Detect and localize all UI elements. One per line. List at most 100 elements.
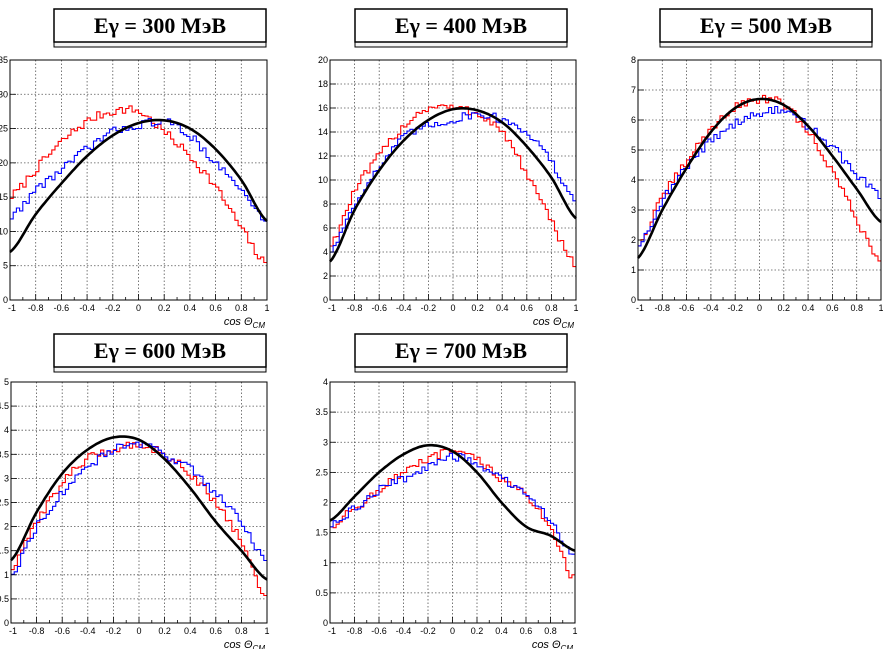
x-tick-label: 0.6 bbox=[521, 303, 534, 313]
y-tick-label: 1 bbox=[631, 265, 636, 275]
y-tick-label: 3.5 bbox=[315, 407, 328, 417]
x-tick-label: 0.2 bbox=[471, 303, 484, 313]
y-tick-label: 3 bbox=[323, 437, 328, 447]
y-tick-label: 4 bbox=[323, 247, 328, 257]
x-tick-label: -0.4 bbox=[396, 626, 412, 636]
x-tick-label: -0.2 bbox=[421, 303, 437, 313]
y-tick-label: 7 bbox=[631, 85, 636, 95]
title-text: Eγ = 700 МэВ bbox=[395, 338, 528, 363]
x-tick-label: 0.2 bbox=[158, 303, 171, 313]
x-tick-label: -0.6 bbox=[371, 303, 387, 313]
y-tick-label: 3 bbox=[4, 473, 9, 483]
fit-curve-series bbox=[10, 435, 268, 581]
panel-5: -1 -0.8 -0.6 -0.4 -0.2 0 0.2 0.4 0.6 0.8 1 0 0.5 1 1.5… bbox=[315, 333, 578, 649]
x-tick-label: 0.6 bbox=[210, 626, 223, 636]
title-text: Eγ = 500 МэВ bbox=[700, 13, 833, 38]
grid bbox=[330, 382, 575, 623]
y-tick-label: 4.5 bbox=[0, 401, 9, 411]
red-histogram-series bbox=[10, 105, 267, 264]
x-tick-label: 0.6 bbox=[520, 626, 533, 636]
y-tick-label: 6 bbox=[323, 223, 328, 233]
y-tick-label: 5 bbox=[3, 261, 8, 271]
y-tick-label: 0.5 bbox=[315, 588, 328, 598]
x-tick-label: 0.4 bbox=[184, 626, 197, 636]
panel-title: Eγ = 500 МэВ bbox=[659, 8, 873, 48]
x-tick-label: -0.8 bbox=[28, 303, 44, 313]
y-tick-label: 20 bbox=[318, 55, 328, 65]
x-tick-label: -1 bbox=[9, 626, 17, 636]
x-tick-label: -0.2 bbox=[105, 303, 121, 313]
y-tick-label: 8 bbox=[323, 199, 328, 209]
title-box bbox=[354, 8, 568, 43]
x-axis-label: cos ΘCM bbox=[224, 316, 266, 330]
y-tick-label: 2 bbox=[4, 522, 9, 532]
y-tick-label: 20 bbox=[0, 158, 8, 168]
x-tick-label: 1 bbox=[264, 626, 269, 636]
x-tick-label: -1 bbox=[328, 626, 336, 636]
x-tick-label: 0.2 bbox=[471, 626, 484, 636]
fit-curve-series bbox=[637, 97, 882, 259]
y-tick-label: 35 bbox=[0, 55, 8, 65]
title-text: Eγ = 600 МэВ bbox=[94, 338, 227, 363]
panel-title: Eγ = 600 МэВ bbox=[53, 333, 267, 373]
title-box bbox=[53, 8, 267, 43]
x-tick-label: 0.8 bbox=[545, 303, 558, 313]
x-tick-label: 0.4 bbox=[802, 303, 815, 313]
x-tick-label: -0.2 bbox=[106, 626, 122, 636]
x-tick-label: -0.4 bbox=[703, 303, 719, 313]
title-box bbox=[354, 333, 568, 368]
panel-title: Eγ = 400 МэВ bbox=[354, 8, 568, 48]
blue-histogram-series bbox=[638, 105, 881, 247]
grid bbox=[10, 60, 267, 300]
x-tick-label: -0.6 bbox=[54, 303, 70, 313]
y-tick-label: 5 bbox=[631, 145, 636, 155]
x-tick-label: -0.4 bbox=[79, 303, 95, 313]
panel-2: -1 -0.8 -0.6 -0.4 -0.2 0 0.2 0.4 0.6 0.8 102468101… bbox=[318, 8, 579, 330]
x-tick-label: -1 bbox=[8, 303, 16, 313]
y-tick-label: 18 bbox=[318, 79, 328, 89]
y-tick-label: 0 bbox=[631, 295, 636, 305]
x-tick-label: 0.4 bbox=[495, 626, 508, 636]
fit-curve-series bbox=[329, 107, 577, 263]
blue-histogram-series bbox=[330, 452, 575, 555]
x-tick-label: -0.4 bbox=[396, 303, 412, 313]
y-tick-label: 14 bbox=[318, 127, 328, 137]
panel-title: Eγ = 700 МэВ bbox=[354, 333, 568, 373]
x-tick-label: 0 bbox=[450, 303, 455, 313]
title-text: Eγ = 300 МэВ bbox=[94, 13, 227, 38]
x-tick-label: 0.4 bbox=[496, 303, 509, 313]
x-tick-label: -0.8 bbox=[347, 303, 363, 313]
title-box bbox=[53, 333, 267, 368]
y-tick-label: 0 bbox=[323, 618, 328, 628]
x-tick-label: 0.8 bbox=[850, 303, 863, 313]
y-tick-label: 16 bbox=[318, 103, 328, 113]
y-tick-label: 1 bbox=[4, 570, 9, 580]
blue-histogram-series bbox=[10, 117, 267, 222]
title-box bbox=[659, 8, 873, 43]
panel-4: -1 -0.8 -0.6 -0.4 -0.2 0 0.2 0.4 0.6 0.8 1 0 0.5 1 1.5… bbox=[0, 333, 270, 649]
x-tick-label: 0.8 bbox=[235, 626, 248, 636]
x-tick-label: 0.8 bbox=[235, 303, 248, 313]
y-tick-label: 10 bbox=[0, 226, 8, 236]
y-tick-label: 0.5 bbox=[0, 594, 9, 604]
y-tick-label: 4 bbox=[631, 175, 636, 185]
x-tick-label: 1 bbox=[573, 303, 578, 313]
y-tick-label: 12 bbox=[318, 151, 328, 161]
grid bbox=[11, 382, 267, 623]
y-tick-label: 4 bbox=[4, 425, 9, 435]
x-tick-label: -1 bbox=[636, 303, 644, 313]
y-tick-label: 4 bbox=[323, 377, 328, 387]
panel-1: -1 -0.8 -0.6 -0.4 -0.2 0 0.2 0.4 0.6 0.8 105101520… bbox=[0, 8, 270, 330]
y-tick-label: 10 bbox=[318, 175, 328, 185]
y-tick-label: 3.5 bbox=[0, 449, 9, 459]
x-tick-label: 0.4 bbox=[184, 303, 197, 313]
panel-3: -1 -0.8 -0.6 -0.4 -0.2 0 0.2 0.4 0.6 0.8 1 0 1 2 3 4 5 6 7… bbox=[631, 8, 883, 313]
x-tick-label: -0.2 bbox=[420, 626, 436, 636]
x-axis-label: cos ΘCM bbox=[533, 316, 575, 330]
red-histogram-series bbox=[330, 104, 576, 268]
y-tick-label: 2 bbox=[631, 235, 636, 245]
x-tick-label: 0.6 bbox=[209, 303, 222, 313]
y-tick-label: 2 bbox=[323, 498, 328, 508]
y-tick-label: 0 bbox=[4, 618, 9, 628]
